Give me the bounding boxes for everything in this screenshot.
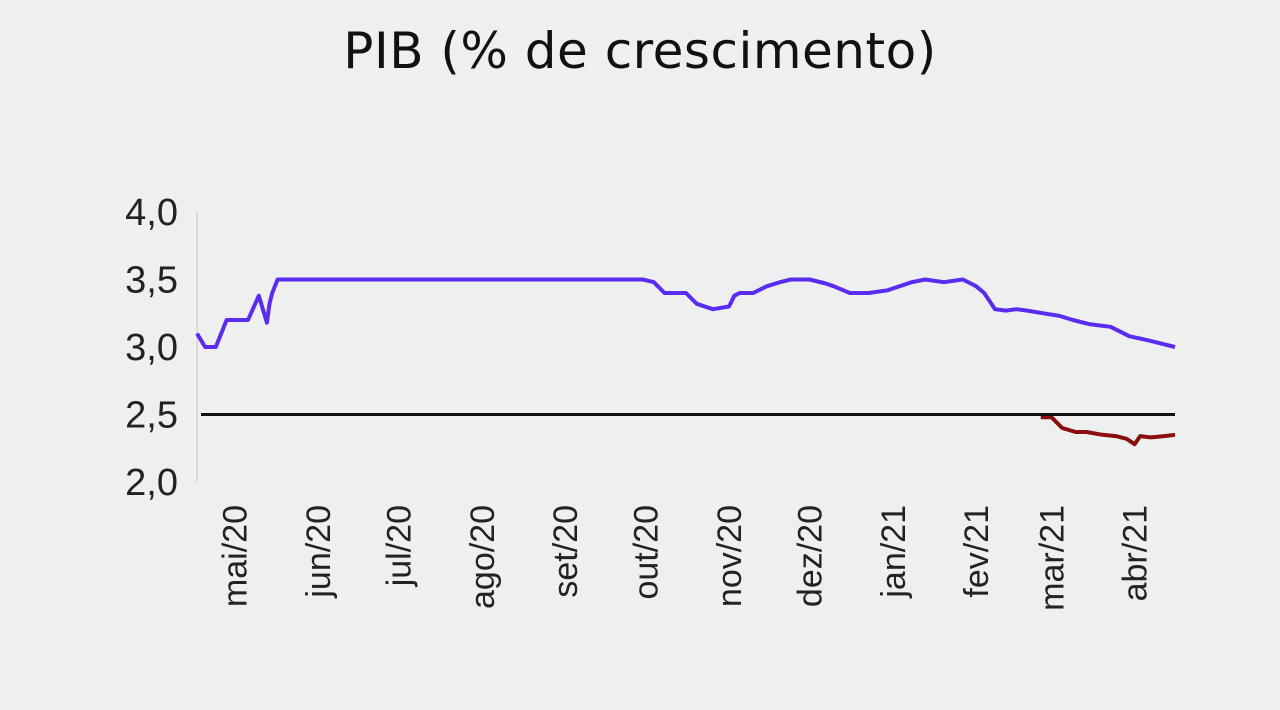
x-tick-label: jun/20 bbox=[300, 505, 338, 599]
x-tick-label: fev/21 bbox=[958, 505, 996, 598]
x-tick-labels: mai/20 jun/20 jul/20 ago/20 set/20 out/20 nov/… bbox=[217, 505, 1155, 611]
x-tick-label: out/20 bbox=[628, 505, 666, 600]
y-tick-label: 3,0 bbox=[125, 327, 178, 369]
x-tick-label: nov/20 bbox=[711, 505, 749, 607]
y-tick-label: 3,5 bbox=[125, 260, 178, 302]
y-tick-labels: 4,0 3,5 3,0 2,5 2,0 bbox=[125, 192, 178, 504]
x-tick-label: ago/20 bbox=[464, 505, 502, 609]
chart-series bbox=[195, 277, 1176, 447]
x-tick-label: mar/21 bbox=[1033, 505, 1071, 611]
x-tick-label: abr/21 bbox=[1117, 505, 1155, 601]
x-tick-label: jan/21 bbox=[875, 505, 913, 599]
series-line-blue bbox=[195, 277, 1176, 349]
y-tick-label: 2,5 bbox=[125, 395, 178, 437]
x-tick-label: dez/20 bbox=[792, 505, 830, 607]
x-tick-label: mai/20 bbox=[217, 505, 255, 607]
x-tick-label: jul/20 bbox=[381, 505, 419, 587]
chart-title: PIB (% de crescimento) bbox=[343, 22, 937, 80]
series-line-red bbox=[1040, 415, 1176, 447]
y-tick-label: 4,0 bbox=[125, 192, 178, 234]
x-tick-label: set/20 bbox=[547, 505, 585, 598]
y-tick-label: 2,0 bbox=[125, 462, 178, 504]
